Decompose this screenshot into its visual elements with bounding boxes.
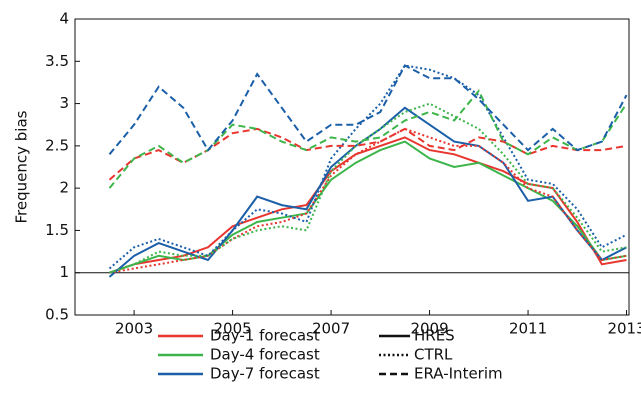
series-line bbox=[108, 64, 627, 270]
series-line bbox=[108, 89, 628, 189]
legend-label: ERA-Interim bbox=[414, 365, 503, 383]
x-tick-label: 2013 bbox=[607, 320, 641, 338]
y-tick-label: 4 bbox=[59, 10, 69, 28]
y-tick-label: 3 bbox=[59, 94, 69, 112]
series-line bbox=[108, 64, 628, 155]
y-tick-label: 3.5 bbox=[45, 52, 69, 70]
x-tick-label: 2005 bbox=[213, 320, 251, 338]
x-tick-label: 2009 bbox=[410, 320, 448, 338]
legend-label: CTRL bbox=[414, 346, 453, 364]
x-tick-label: 2007 bbox=[312, 320, 350, 338]
legend-label: Day-7 forecast bbox=[210, 365, 320, 383]
y-tick-label: 1 bbox=[59, 263, 69, 281]
legend-label: HRES bbox=[414, 327, 455, 345]
x-tick-label: 2003 bbox=[115, 320, 153, 338]
plot-frame bbox=[74, 18, 630, 316]
y-tick-label: 2.5 bbox=[45, 136, 69, 154]
legend-label: Day-4 forecast bbox=[210, 346, 320, 364]
series-line bbox=[108, 127, 627, 181]
series-line bbox=[108, 106, 627, 278]
series-line bbox=[109, 127, 627, 274]
y-tick-label: 1.5 bbox=[45, 221, 69, 239]
y-tick-label: 0.5 bbox=[45, 306, 69, 324]
x-tick-label: 2011 bbox=[509, 320, 547, 338]
series-line bbox=[109, 102, 627, 274]
legend-label: Day-1 forecast bbox=[210, 327, 320, 345]
y-axis-label: Frequency bias bbox=[13, 110, 31, 223]
y-tick-label: 2 bbox=[59, 179, 69, 197]
